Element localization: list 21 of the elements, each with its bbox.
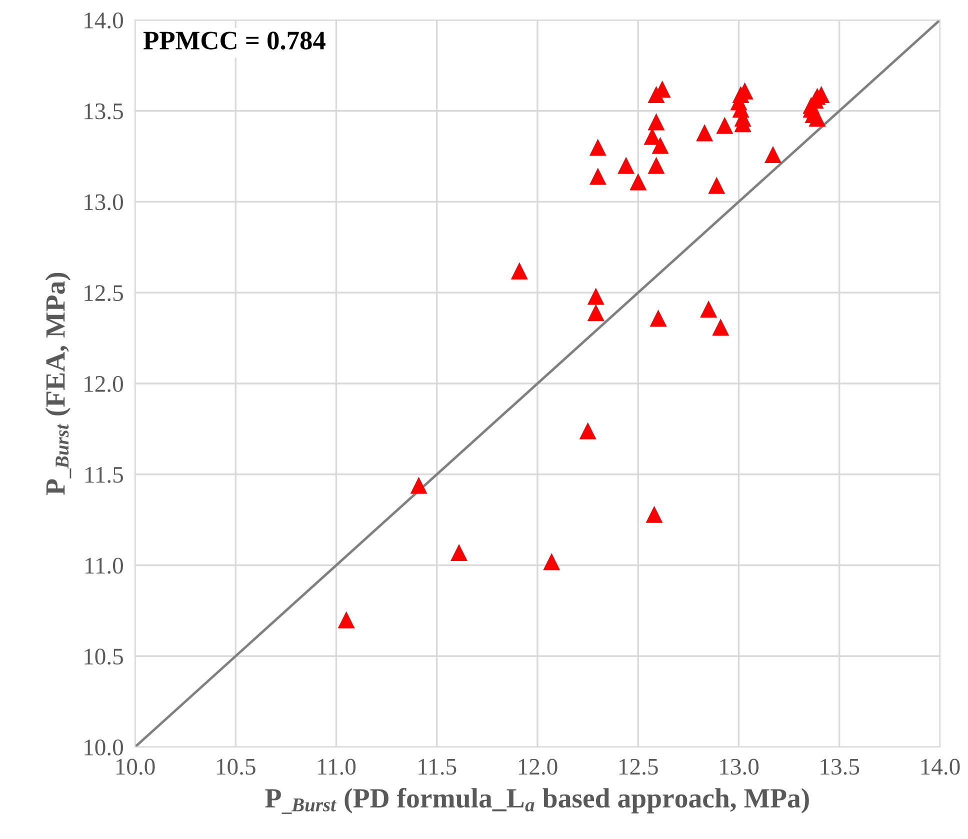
x-tick-label: 10.0: [116, 758, 155, 775]
x-tick-label: 12.0: [518, 758, 558, 775]
y-tick-label: 13.0: [84, 194, 123, 210]
y-tick-label: 10.0: [84, 739, 123, 756]
x-axis-title: P$_{_Burst}$ (PD formula_L$_{a}$ based approach, MPa): [265, 788, 809, 814]
x-tick-label: 11.5: [418, 758, 456, 775]
y-tick-label: 12.5: [84, 285, 123, 302]
x-tick-label: 13.5: [820, 758, 860, 775]
x-tick-label: 13.0: [720, 758, 759, 775]
y-tick-label: 12.0: [84, 376, 123, 392]
annotation: PPMCC = 0.784: [144, 32, 326, 50]
y-axis-title: P$_{_Burst}$ (FEA, MPa): [45, 272, 72, 495]
y-tick-label: 11.5: [86, 466, 123, 483]
y-tick-label: 10.5: [84, 648, 123, 665]
x-tick-label: 10.5: [217, 758, 256, 775]
x-tick-label: 12.5: [620, 758, 658, 775]
x-tick-label: 11.0: [318, 758, 356, 775]
y-tick-label: 14.0: [84, 12, 123, 29]
y-tick-label: 11.0: [86, 558, 123, 574]
y-tick-label: 13.5: [84, 103, 123, 120]
x-tick-label: 14.0: [921, 758, 960, 775]
